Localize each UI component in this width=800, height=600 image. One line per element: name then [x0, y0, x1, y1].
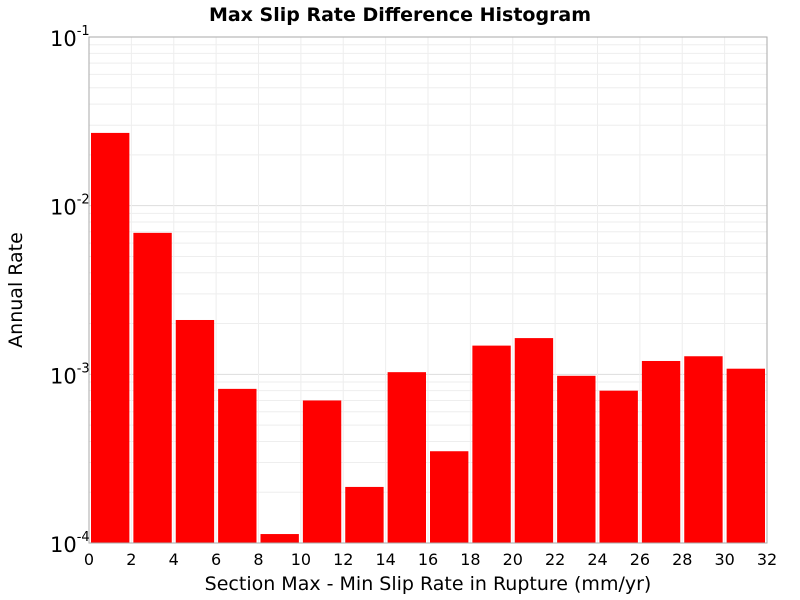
- y-tick-label: 10-4: [50, 530, 90, 557]
- histogram-bar: [472, 345, 511, 543]
- y-tick-label: 10-1: [50, 24, 90, 51]
- x-tick-label: 14: [375, 550, 395, 569]
- x-tick-label: 2: [126, 550, 136, 569]
- histogram-bar: [260, 534, 299, 543]
- histogram-bar: [175, 319, 215, 543]
- y-axis-label: Annual Rate: [5, 232, 27, 348]
- histogram-bar: [599, 390, 638, 543]
- plot-border: [88, 36, 768, 544]
- x-tick-label: 6: [211, 550, 221, 569]
- x-axis-ticks: 0 2 4 6 8 10 12 14 16 18 20 22 24 26 28 30 32: [84, 550, 777, 569]
- y-tick-label: 10-2: [50, 193, 90, 220]
- x-tick-label: 26: [630, 550, 650, 569]
- histogram-bar: [514, 338, 554, 543]
- chart-title: Max Slip Rate Difference Histogram: [209, 4, 591, 26]
- x-tick-label: 32: [757, 550, 777, 569]
- histogram-bar: [557, 375, 596, 543]
- histogram-bar: [218, 388, 257, 543]
- histogram-bar: [726, 368, 765, 543]
- x-tick-label: 10: [291, 550, 311, 569]
- x-tick-label: 8: [253, 550, 263, 569]
- x-tick-label: 20: [503, 550, 523, 569]
- y-tick-label: 10-3: [50, 361, 90, 388]
- histogram-bar: [91, 132, 130, 543]
- histogram-bar: [133, 232, 172, 543]
- x-tick-label: 0: [84, 550, 94, 569]
- x-axis-label: Section Max - Min Slip Rate in Rupture (…: [205, 573, 652, 595]
- histogram-bar: [345, 486, 384, 543]
- histogram-bar: [387, 372, 426, 543]
- y-axis-ticks: 10-4 10-3 10-2 10-1: [50, 24, 90, 557]
- x-tick-label: 12: [333, 550, 353, 569]
- x-tick-label: 4: [169, 550, 179, 569]
- histogram-bar: [684, 356, 723, 543]
- x-tick-label: 18: [460, 550, 480, 569]
- bars: [91, 132, 765, 543]
- x-tick-label: 24: [587, 550, 607, 569]
- x-tick-label: 28: [672, 550, 692, 569]
- x-tick-label: 22: [545, 550, 565, 569]
- histogram-bar: [430, 451, 469, 543]
- x-tick-label: 30: [714, 550, 734, 569]
- histogram-bar: [641, 360, 681, 543]
- x-tick-label: 16: [418, 550, 438, 569]
- histogram-bar: [302, 400, 342, 543]
